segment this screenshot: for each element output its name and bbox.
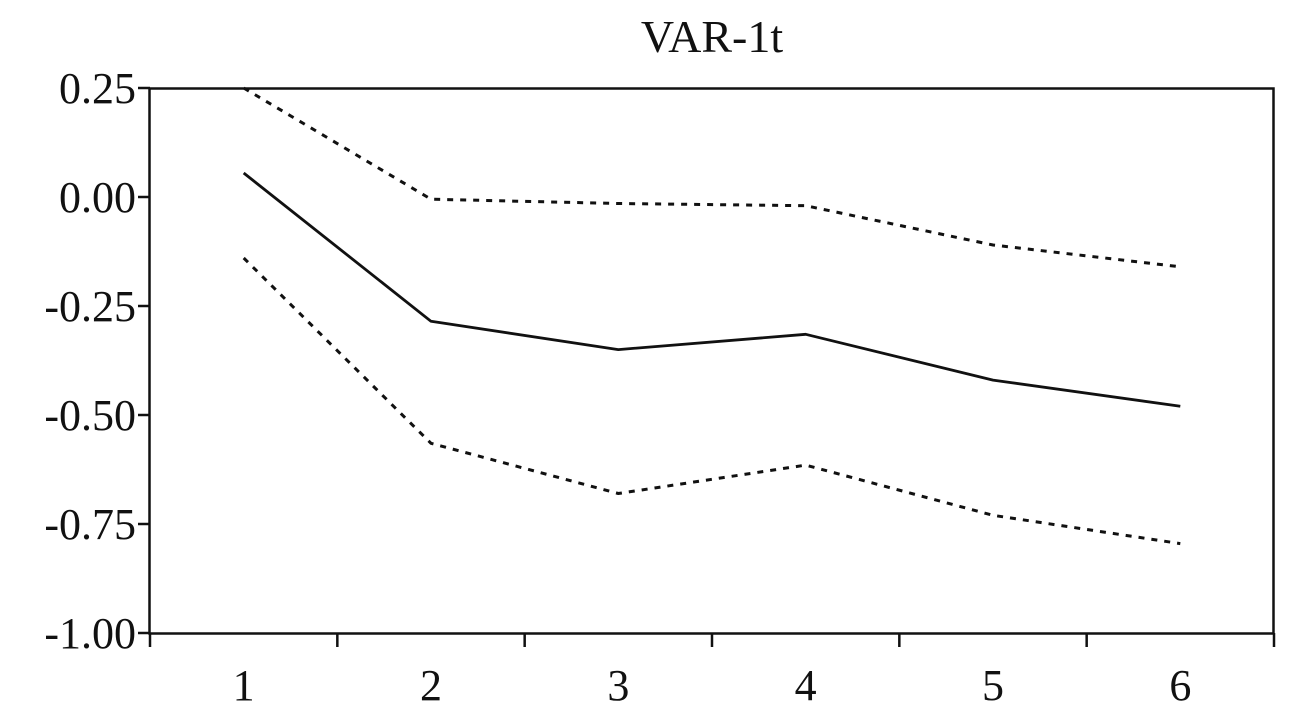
- lower-confidence-band-line: [242, 256, 1181, 546]
- x-tick-label: 2: [420, 661, 442, 710]
- y-axis: 0.25 0.00 -0.25 -0.50 -0.75 -1.00: [44, 64, 150, 658]
- plot-area-frame: [148, 87, 1275, 635]
- y-tick-label: -0.75: [44, 500, 136, 549]
- chart-title: VAR-1t: [641, 11, 784, 62]
- x-tick-label: 4: [795, 661, 817, 710]
- impulse-response-line: [242, 171, 1181, 408]
- x-tick-label: 5: [982, 661, 1004, 710]
- x-tick-label: 3: [607, 661, 629, 710]
- series-layer: [242, 86, 1181, 546]
- x-axis: 1 2 3 4 5 6: [148, 633, 1276, 710]
- y-tick-label: 0.25: [59, 64, 136, 113]
- y-tick-label: -1.00: [44, 609, 136, 658]
- upper-confidence-band-line: [242, 86, 1181, 269]
- x-tick-label: 6: [1169, 661, 1191, 710]
- y-tick-label: -0.25: [44, 282, 136, 331]
- x-tick-label: 1: [233, 661, 255, 710]
- y-tick-label: -0.50: [44, 391, 136, 440]
- y-tick-label: 0.00: [59, 173, 136, 222]
